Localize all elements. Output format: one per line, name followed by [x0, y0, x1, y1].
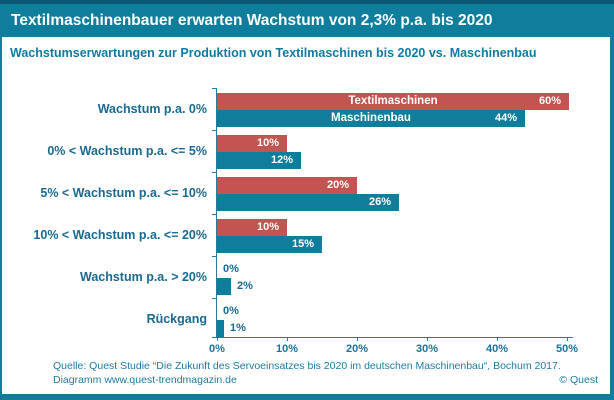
- page-title: Textilmaschinenbauer erwarten Wachstum v…: [11, 11, 493, 29]
- series-label: Maschinenbau: [331, 112, 411, 124]
- category-label: 5% < Wachstum p.a. <= 10%: [40, 186, 207, 200]
- value-axis-tick-label: 40%: [485, 343, 509, 355]
- bar-value-label: 0%: [223, 305, 239, 317]
- bar-value-label: 2%: [237, 280, 253, 292]
- value-axis-tick: [497, 337, 498, 341]
- bar-value-label: 20%: [326, 179, 349, 191]
- bar-maschinenbau: [217, 320, 224, 337]
- value-axis-tick-label: 0%: [209, 343, 225, 355]
- bar-value-label: 60%: [538, 95, 561, 107]
- title-bar: Textilmaschinenbauer erwarten Wachstum v…: [0, 4, 614, 37]
- category-axis-tick: [212, 172, 217, 173]
- bar-maschinenbau: [217, 194, 399, 211]
- category-axis-tick: [212, 88, 217, 89]
- bar-value-label: 26%: [368, 196, 391, 208]
- value-axis-tick: [287, 337, 288, 341]
- category-label: 10% < Wachstum p.a. <= 20%: [33, 228, 207, 242]
- category-axis-tick: [212, 298, 217, 299]
- frame-border-bottom: [0, 394, 614, 400]
- bar-value-label: 15%: [291, 238, 314, 250]
- bar-textilmaschinen: [217, 177, 357, 194]
- top-accent-strip: [0, 0, 614, 4]
- source-text: Quelle: Quest Studie “Die Zukunft des Se…: [53, 360, 561, 372]
- bar-value-label: 10%: [256, 137, 279, 149]
- value-axis-tick: [217, 337, 218, 341]
- bar-value-label: 10%: [256, 221, 279, 233]
- value-axis-tick-label: 50%: [555, 343, 579, 355]
- category-axis: [216, 88, 217, 338]
- copyright-text: © Quest: [559, 374, 598, 386]
- category-axis-tick: [212, 214, 217, 215]
- category-label: Rückgang: [146, 312, 207, 326]
- diagram-url-text: Diagramm www.quest-trendmagazin.de: [53, 374, 237, 386]
- frame-border-right: [610, 37, 614, 400]
- value-axis-tick: [567, 337, 568, 341]
- bar-maschinenbau: [217, 110, 525, 127]
- value-axis-tick-label: 30%: [415, 343, 439, 355]
- chart-subtitle: Wachstumserwartungen zur Produktion von …: [10, 46, 537, 60]
- bar-value-label: 1%: [230, 322, 246, 334]
- bar-textilmaschinen: [217, 135, 287, 152]
- bar-textilmaschinen: [217, 219, 287, 236]
- bar-maschinenbau: [217, 236, 322, 253]
- bar-value-label: 0%: [223, 263, 239, 275]
- value-axis-tick: [427, 337, 428, 341]
- category-label: 0% < Wachstum p.a. <= 5%: [47, 144, 207, 158]
- bar-value-label: 44%: [494, 112, 517, 124]
- bar-maschinenbau: [217, 152, 301, 169]
- bar-value-label: 12%: [270, 154, 293, 166]
- bar-maschinenbau: [217, 278, 231, 295]
- value-axis-tick-label: 20%: [345, 343, 369, 355]
- value-axis-tick-label: 10%: [275, 343, 299, 355]
- category-axis-tick: [212, 256, 217, 257]
- bar-textilmaschinen: [217, 93, 569, 110]
- category-axis-tick: [212, 130, 217, 131]
- value-axis-tick: [357, 337, 358, 341]
- series-label: Textilmaschinen: [348, 95, 438, 107]
- category-label: Wachstum p.a. 0%: [97, 102, 207, 116]
- category-axis-tick: [212, 337, 217, 338]
- category-label: Wachstum p.a. > 20%: [79, 270, 207, 284]
- value-axis: [216, 337, 573, 338]
- frame-border-left: [0, 37, 2, 400]
